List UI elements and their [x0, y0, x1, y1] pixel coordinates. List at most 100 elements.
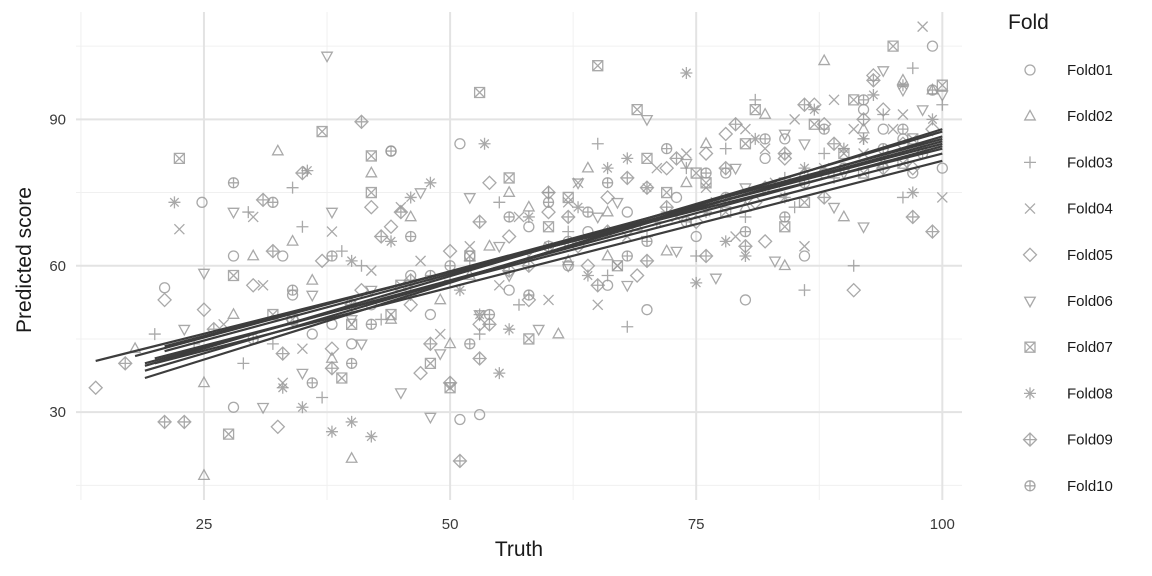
data-point [168, 196, 181, 209]
fit-line [144, 135, 943, 372]
data-point [700, 167, 712, 179]
data-point [325, 425, 338, 438]
data-point [562, 191, 574, 204]
data-point [325, 351, 339, 363]
data-point [758, 107, 772, 119]
data-point [718, 160, 734, 176]
data-point [700, 177, 712, 189]
data-point [749, 103, 761, 116]
data-point [620, 280, 634, 293]
data-point [925, 121, 940, 137]
data-point [345, 338, 358, 350]
data-point [196, 196, 208, 208]
data-point [271, 143, 285, 156]
data-point [936, 191, 948, 203]
data-point [759, 152, 771, 165]
data-point [345, 315, 358, 327]
data-point [364, 165, 378, 178]
data-point [926, 84, 939, 96]
data-point [414, 188, 427, 200]
data-point [503, 211, 515, 223]
data-point [324, 360, 340, 376]
legend-label: Fold02 [1067, 108, 1113, 125]
data-point [739, 294, 752, 306]
data-point [320, 51, 334, 64]
y-tick-label: 90 [49, 111, 66, 128]
data-point [709, 273, 723, 286]
data-point [562, 225, 575, 238]
data-point [383, 219, 399, 235]
data-point [306, 328, 318, 340]
data-point [640, 114, 654, 127]
legend-key [1024, 480, 1036, 492]
data-point [385, 235, 398, 248]
data-point [275, 346, 291, 362]
data-point [846, 282, 862, 298]
data-point [424, 308, 437, 321]
data-point [523, 221, 535, 233]
data-point [473, 86, 486, 99]
data-point [503, 323, 516, 336]
data-point [197, 268, 211, 281]
data-point [464, 338, 476, 350]
legend-label: Fold05 [1067, 247, 1113, 264]
data-point [523, 289, 535, 301]
data-point [749, 93, 762, 106]
data-point [542, 221, 555, 233]
data-point [316, 391, 329, 404]
data-point [621, 206, 633, 218]
data-point [798, 284, 811, 297]
data-point [266, 337, 279, 350]
data-point [247, 211, 259, 223]
data-point [443, 336, 457, 349]
data-point [739, 123, 751, 135]
data-point [345, 357, 358, 370]
data-point [905, 209, 921, 225]
data-point [472, 351, 488, 366]
data-point [739, 225, 752, 238]
data-point [650, 215, 663, 228]
data-point [896, 79, 909, 92]
data-point [917, 21, 929, 33]
data-point [739, 250, 752, 262]
x-axis-title: Truth [495, 538, 543, 561]
data-point [483, 308, 496, 321]
legend-label: Fold03 [1067, 154, 1113, 171]
x-tick-label: 75 [688, 516, 705, 533]
data-point [592, 299, 604, 311]
data-point [326, 250, 338, 262]
data-point [837, 209, 851, 222]
data-point [718, 126, 734, 142]
data-point [759, 133, 771, 145]
x-tick-label: 100 [930, 516, 955, 533]
legend-items: Fold01 Fold02 Fold03 Fold04 Fold05 Fold06 Fold… [1022, 62, 1113, 495]
data-point [856, 111, 871, 127]
data-point [571, 178, 585, 190]
data-point [818, 147, 831, 160]
fit-line [154, 152, 943, 360]
data-point [640, 181, 653, 194]
data-point [375, 313, 388, 326]
data-point [345, 318, 358, 330]
data-point [227, 207, 240, 220]
legend-key [1024, 156, 1036, 169]
data-point [501, 229, 517, 244]
data-point [354, 282, 369, 298]
data-point [848, 123, 860, 135]
data-point [176, 414, 192, 430]
data-point [639, 180, 655, 196]
data-point [837, 142, 850, 155]
data-point [403, 297, 419, 313]
data-point [768, 256, 782, 268]
data-point [728, 116, 743, 132]
y-tick-label: 60 [49, 258, 66, 275]
data-point [478, 137, 491, 150]
data-point [690, 276, 703, 289]
data-point [887, 40, 899, 52]
data-point [757, 233, 773, 249]
ticks-layer: 25 50 75 100 30 60 90 [49, 111, 955, 533]
data-point [877, 123, 889, 135]
data-point [464, 250, 476, 262]
legend-key [1022, 432, 1038, 448]
legend-key [1023, 109, 1037, 121]
